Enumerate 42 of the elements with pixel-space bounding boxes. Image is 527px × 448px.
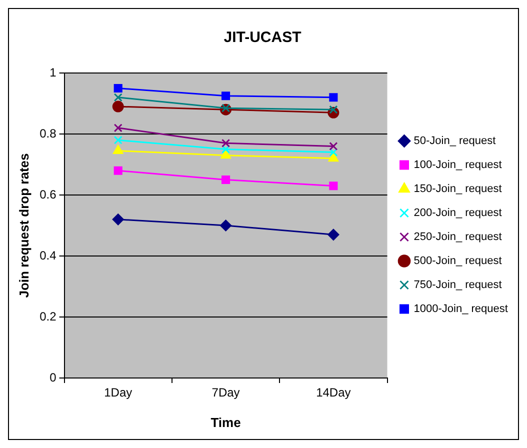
point <box>329 93 338 102</box>
point <box>114 136 122 144</box>
y-tick-label: 0.2 <box>40 309 57 324</box>
point <box>112 214 124 226</box>
point <box>221 92 230 100</box>
chart-title: JIT-UCAST <box>224 29 302 46</box>
y-tick-label: 0 <box>50 370 57 384</box>
point <box>329 142 338 150</box>
x-tick-label: 7Day <box>212 386 240 400</box>
point <box>114 166 122 175</box>
point <box>112 100 124 112</box>
point <box>328 228 340 240</box>
point <box>113 145 124 154</box>
point <box>329 148 338 157</box>
point <box>329 182 338 190</box>
x-tick-label: 1Day <box>104 386 132 400</box>
legend-label: 250-Join_ request <box>414 231 502 244</box>
point <box>220 150 231 159</box>
y-tick-label: 0.6 <box>40 187 57 202</box>
legend-label: 100-Join_ request <box>414 159 502 172</box>
y-tick-label: 0.4 <box>40 248 57 262</box>
legend-label: 50-Join_ request <box>414 135 496 148</box>
y-tick-label: 0.8 <box>40 126 57 140</box>
point <box>221 104 230 112</box>
legend-label: 1000-Join_ request <box>414 303 508 316</box>
point <box>114 93 122 102</box>
point <box>220 220 232 232</box>
point <box>221 138 230 148</box>
y-tick-label: 1 <box>50 65 57 80</box>
point <box>114 124 122 132</box>
legend-label: 150-Join_ request <box>414 183 502 196</box>
point <box>329 105 338 114</box>
point <box>328 152 338 162</box>
x-tick-label: 14Day <box>316 386 351 400</box>
x-axis-title: Time <box>210 414 241 430</box>
legend-label: 500-Join_ request <box>414 255 502 268</box>
legend-label: 200-Join_ request <box>414 207 502 220</box>
point <box>221 144 230 154</box>
point <box>114 84 122 93</box>
y-axis-title: Join request drop rates <box>16 153 32 298</box>
point <box>221 175 230 184</box>
legend-label: 750-Join_ request <box>414 279 502 292</box>
